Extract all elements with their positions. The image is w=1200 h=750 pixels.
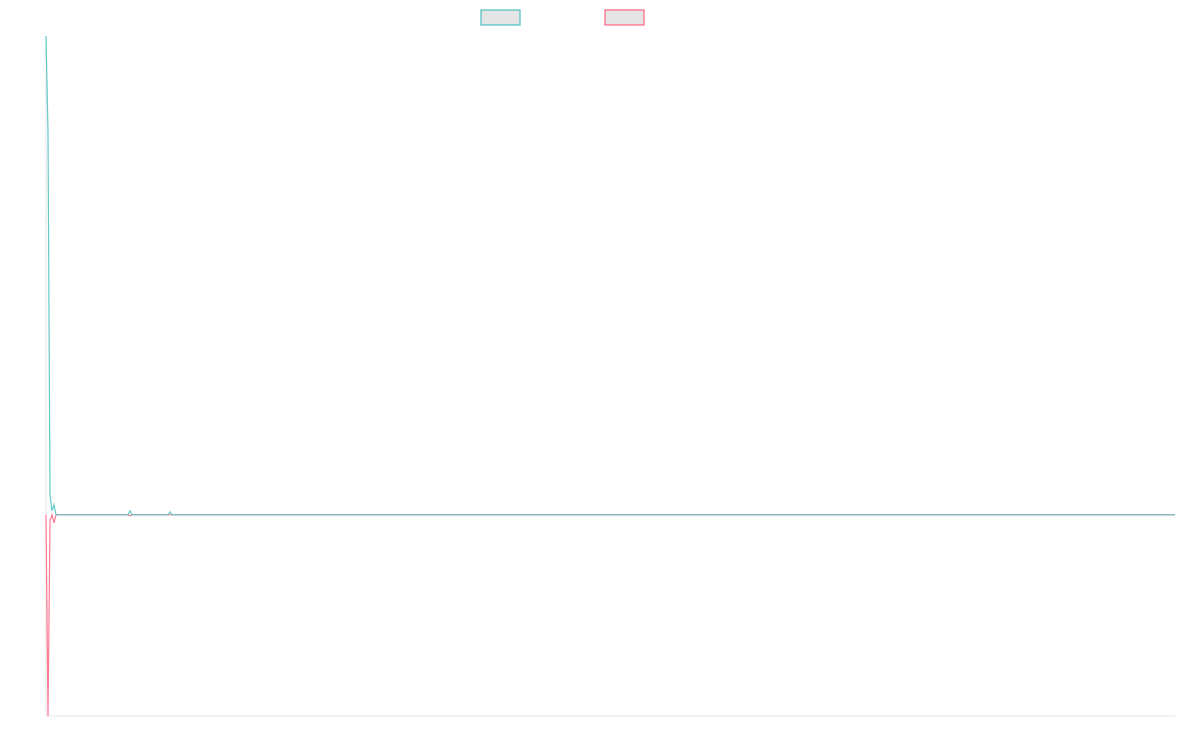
legend-swatch-2[interactable] <box>604 9 645 26</box>
series-line-1 <box>45 35 1175 516</box>
legend-swatch-1[interactable] <box>480 9 521 26</box>
legend <box>480 9 645 26</box>
series-line-2 <box>45 512 1175 717</box>
